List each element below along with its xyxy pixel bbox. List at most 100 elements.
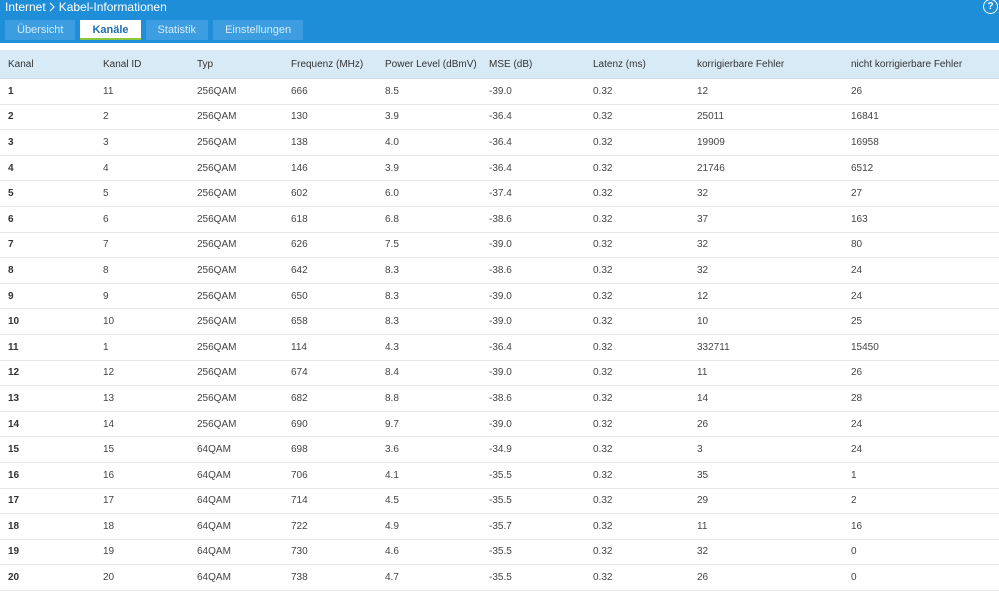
table-cell: -39.0 [481,308,585,335]
table-cell: 16 [0,462,95,489]
table-cell: 64QAM [189,436,283,463]
table-cell: 9 [0,283,95,310]
table-cell: 642 [283,257,377,284]
tab-bar: Übersicht Kanäle Statistik Einstellungen [5,20,304,40]
table-cell: 256QAM [189,104,283,131]
table-cell: 8.3 [377,308,481,335]
table-cell: 2 [843,488,999,515]
table-cell: 3.9 [377,155,481,182]
table-row: 1 11 256QAM 666 8.5 -39.0 0.32 12 26 [0,78,999,105]
table-row: 13 13 256QAM 682 8.8 -38.6 0.32 14 28 [0,385,999,412]
table-cell: 12 [95,360,189,387]
table-cell: 18 [0,513,95,540]
table-cell: 8 [0,257,95,284]
table-cell: 682 [283,385,377,412]
table-cell: 11 [689,360,843,387]
table-cell: 0.32 [585,232,689,259]
breadcrumb: Internet Kabel-Informationen [5,0,167,14]
table-cell: 0.32 [585,129,689,156]
table-cell: 4.3 [377,334,481,361]
column-header: MSE (dB) [481,50,585,79]
table-cell: -36.4 [481,334,585,361]
table-cell: 674 [283,360,377,387]
top-bar: Internet Kabel-Informationen ? Übersicht… [0,0,999,43]
table-cell: 2 [95,104,189,131]
table-row: 9 9 256QAM 650 8.3 -39.0 0.32 12 24 [0,283,999,310]
table-cell: 4 [95,155,189,182]
table-cell: 32 [689,539,843,566]
table-cell: 690 [283,411,377,438]
table-cell: -39.0 [481,411,585,438]
table-row: 20 20 64QAM 738 4.7 -35.5 0.32 26 0 [0,564,999,591]
table-cell: 4 [0,155,95,182]
table-cell: 4.0 [377,129,481,156]
table-cell: 80 [843,232,999,259]
table-cell: 4.6 [377,539,481,566]
table-cell: 28 [843,385,999,412]
tab[interactable]: Übersicht [5,20,76,40]
table-cell: 27 [843,180,999,207]
table-cell: 64QAM [189,488,283,515]
table-cell: -36.4 [481,104,585,131]
table-cell: 12 [689,283,843,310]
table-cell: 10 [0,308,95,335]
table-cell: 0.32 [585,411,689,438]
table-cell: 0.32 [585,180,689,207]
breadcrumb-item: Kabel-Informationen [58,0,167,14]
table-cell: 0.32 [585,257,689,284]
table-cell: -34.9 [481,436,585,463]
table-cell: 714 [283,488,377,515]
table-cell: 256QAM [189,385,283,412]
tab[interactable]: Kanäle [80,20,141,40]
table-cell: 16 [95,462,189,489]
table-cell: 0.32 [585,385,689,412]
table-row: 18 18 64QAM 722 4.9 -35.7 0.32 11 16 [0,513,999,540]
table-cell: 130 [283,104,377,131]
help-button[interactable]: ? [983,0,998,14]
table-cell: -39.0 [481,232,585,259]
table-cell: 0.32 [585,488,689,515]
table-cell: 12 [0,360,95,387]
table-cell: 16958 [843,129,999,156]
table-cell: 1 [0,78,95,105]
table-cell: 0.32 [585,334,689,361]
table-cell: 8.3 [377,257,481,284]
table-cell: 6 [0,206,95,233]
table-cell: 0.32 [585,360,689,387]
table-cell: 32 [689,180,843,207]
column-header: Kanal ID [95,50,189,79]
table-cell: 64QAM [189,539,283,566]
table-cell: 11 [689,513,843,540]
table-cell: -38.6 [481,385,585,412]
table-cell: 12 [689,78,843,105]
table-cell: 21746 [689,155,843,182]
table-cell: -39.0 [481,360,585,387]
table-cell: 17 [0,488,95,515]
table-cell: 6.8 [377,206,481,233]
table-cell: 138 [283,129,377,156]
table-cell: 13 [0,385,95,412]
tab[interactable]: Statistik [145,20,209,40]
table-cell: 26 [843,360,999,387]
table-cell: 10 [689,308,843,335]
table-cell: 722 [283,513,377,540]
table-cell: 618 [283,206,377,233]
table-cell: 0.32 [585,539,689,566]
table-cell: 26 [689,564,843,591]
table-cell: 5 [0,180,95,207]
table-cell: 706 [283,462,377,489]
column-header: korrigierbare Fehler [689,50,843,79]
table-row: 15 15 64QAM 698 3.6 -34.9 0.32 3 24 [0,436,999,463]
table-cell: 256QAM [189,155,283,182]
column-header: Power Level (dBmV) [377,50,481,79]
table-cell: 1 [95,334,189,361]
tab[interactable]: Einstellungen [213,20,304,40]
breadcrumb-item[interactable]: Internet [5,0,46,14]
table-cell: 0.32 [585,308,689,335]
table-cell: 8.3 [377,283,481,310]
table-cell: 602 [283,180,377,207]
column-header: Frequenz (MHz) [283,50,377,79]
column-header: Typ [189,50,283,79]
table-cell: 0.32 [585,436,689,463]
table-cell: 24 [843,257,999,284]
